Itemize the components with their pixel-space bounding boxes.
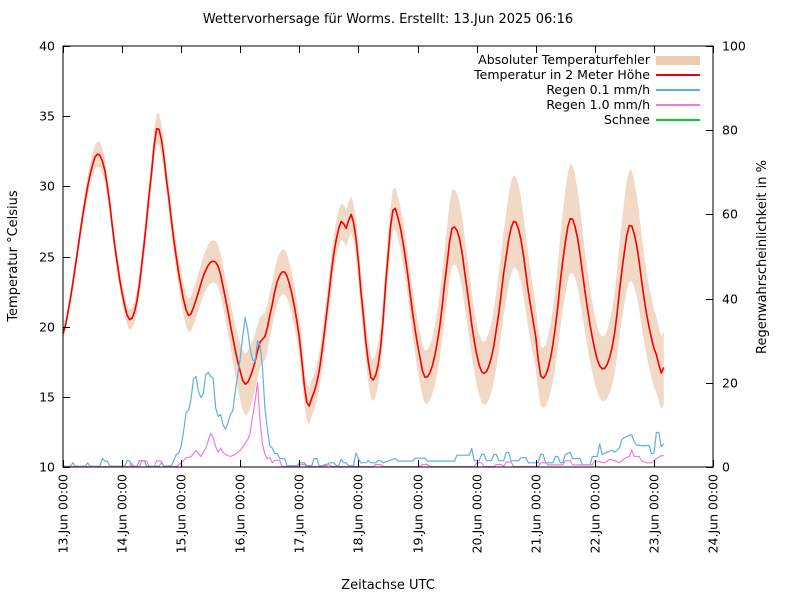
x-axis-title: Zeitachse UTC: [341, 578, 435, 593]
x-tick-label: 22.Jun 00:00: [588, 474, 603, 553]
rain-01-line: [63, 316, 665, 467]
temperature-error-band: [63, 113, 664, 425]
y-left-tick-label: 15: [39, 390, 55, 405]
y-right-tick-label: 0: [722, 460, 730, 475]
temperature-line: [62, 128, 665, 407]
x-tick-label: 19.Jun 00:00: [411, 474, 426, 553]
tick-label-layer: 13.Jun 00:00 14.Jun 00:00 15.Jun 00:00 16.J…: [39, 39, 746, 554]
chart-title: Wettervorhersage für Worms. Erstellt: 13…: [203, 12, 573, 27]
legend-label: Schnee: [604, 112, 650, 127]
y-right-tick-label: 80: [722, 123, 738, 138]
x-tick-label: 13.Jun 00:00: [56, 474, 71, 553]
x-tick-label: 17.Jun 00:00: [292, 474, 307, 553]
legend-item: Regen 1.0 mm/h: [546, 97, 700, 112]
y-right-tick-label: 40: [722, 292, 738, 307]
x-tick-label: 14.Jun 00:00: [115, 474, 130, 553]
x-tick-label: 23.Jun 00:00: [647, 474, 662, 553]
legend-label: Regen 1.0 mm/h: [546, 97, 650, 112]
error-band-layer: [63, 113, 664, 425]
y-right-tick-label: 100: [722, 39, 746, 54]
y-left-tick-label: 30: [39, 179, 55, 194]
x-tick-label: 24.Jun 00:00: [706, 474, 721, 553]
legend-label: Absoluter Temperaturfehler: [478, 52, 651, 67]
rain-10-line: [63, 382, 664, 468]
y-right-axis-title: Regenwahrscheinlichkeit in %: [755, 160, 770, 354]
x-tick-label: 16.Jun 00:00: [233, 474, 248, 553]
y-left-tick-label: 25: [39, 250, 55, 265]
legend-item: Temperatur in 2 Meter Höhe: [473, 67, 700, 82]
legend-label: Temperatur in 2 Meter Höhe: [473, 67, 650, 82]
y-left-axis-title: Temperatur °Celsius: [6, 190, 21, 323]
y-right-tick-label: 60: [722, 207, 738, 222]
x-tick-label: 20.Jun 00:00: [470, 474, 485, 553]
x-tick-label: 18.Jun 00:00: [351, 474, 366, 553]
x-tick-label: 21.Jun 00:00: [529, 474, 544, 553]
legend-item: Regen 0.1 mm/h: [546, 82, 700, 97]
y-left-tick-label: 35: [39, 109, 55, 124]
y-left-tick-label: 20: [39, 320, 55, 335]
legend-item: Schnee: [604, 112, 700, 127]
legend-item: Absoluter Temperaturfehler: [478, 52, 700, 67]
legend-label: Regen 0.1 mm/h: [546, 82, 650, 97]
legend-box-swatch: [656, 56, 700, 65]
plot-border: [62, 45, 714, 468]
y-right-tick-label: 20: [722, 376, 738, 391]
axes-frame-layer: [62, 45, 714, 468]
y-left-tick-label: 40: [39, 39, 55, 54]
x-tick-label: 15.Jun 00:00: [174, 474, 189, 553]
y-left-tick-label: 10: [39, 460, 55, 475]
